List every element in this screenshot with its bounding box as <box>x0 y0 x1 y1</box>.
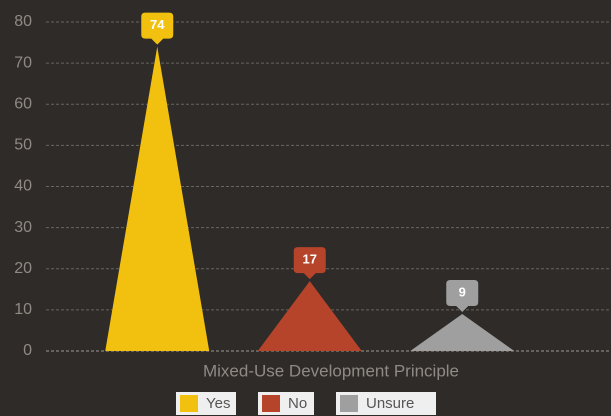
y-tick-label: 70 <box>14 54 32 71</box>
legend-item: Unsure <box>336 392 436 415</box>
legend-swatch <box>340 395 358 412</box>
data-label-bubble <box>293 247 326 280</box>
y-tick-label: 20 <box>14 260 32 277</box>
y-tick-label: 10 <box>14 301 32 318</box>
legend-swatch <box>262 395 280 412</box>
data-label-bubble <box>141 12 174 45</box>
legend-label: No <box>288 395 307 412</box>
legend-item: Yes <box>176 392 236 415</box>
y-tick-label: 30 <box>14 219 32 236</box>
legend-label: Yes <box>206 395 230 412</box>
legend-swatch <box>180 395 198 412</box>
bar <box>105 46 210 352</box>
legend-label: Unsure <box>366 395 414 412</box>
y-tick-label: 50 <box>14 137 32 154</box>
y-tick-label: 80 <box>14 13 32 30</box>
bar <box>410 313 515 351</box>
x-axis-label: Mixed-Use Development Principle <box>203 361 459 380</box>
data-label: 74 <box>150 17 165 32</box>
data-label: 9 <box>459 284 466 299</box>
legend-item: No <box>258 392 314 415</box>
y-tick-label: 40 <box>14 178 32 195</box>
bar <box>257 281 362 351</box>
data-label: 17 <box>303 252 317 267</box>
y-tick-label: 60 <box>14 95 32 112</box>
y-tick-label: 0 <box>23 342 32 359</box>
legend-background <box>336 392 436 415</box>
data-label-bubble <box>446 279 479 312</box>
